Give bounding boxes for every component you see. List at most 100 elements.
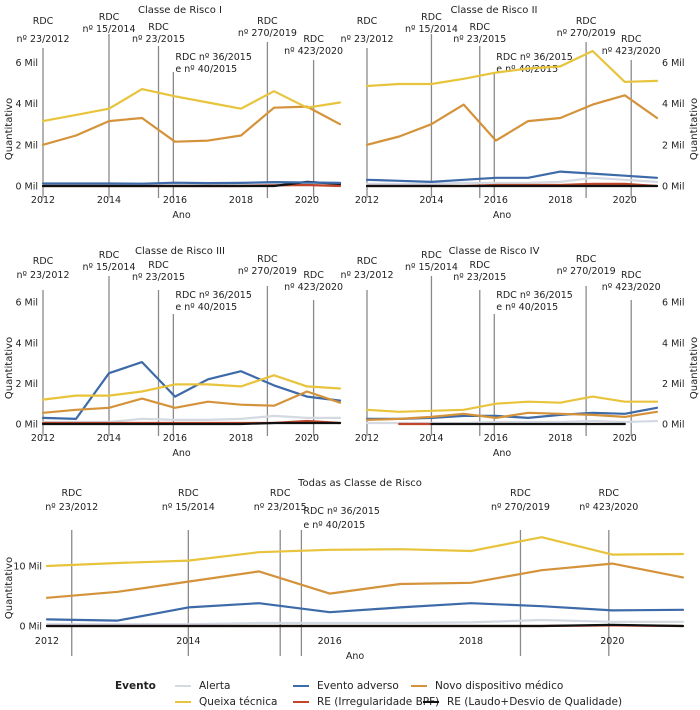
rdc-annotation-label: RDC	[469, 22, 490, 33]
rdc-annotation-label: RDC	[178, 488, 199, 499]
series-line-evento-adverso	[41, 361, 342, 420]
y-tick-label: 4 Mil	[662, 99, 685, 110]
rdc-annotation-label: RDC	[99, 12, 120, 23]
rdc-annotation-label: nº 270/2019	[557, 266, 616, 277]
rdc-annotation-label: RDC	[61, 488, 82, 499]
x-tick-label: 2020	[600, 636, 624, 647]
y-tick-label: 10 Mil	[13, 562, 42, 573]
legend-label: RE (Laudo+Desvio de Qualidade)	[447, 696, 623, 708]
rdc-annotation-label: RDC	[421, 250, 442, 261]
rdc-annotation-label: nº 423/2020	[602, 46, 661, 57]
y-tick-label: 2 Mil	[15, 379, 38, 390]
x-tick-label: 2016	[484, 195, 508, 206]
y-tick-label: 0 Mil	[15, 420, 38, 431]
rdc-annotation-label: RDC	[621, 270, 642, 281]
y-tick-label: 0 Mil	[15, 182, 38, 193]
y-tick-label: 2 Mil	[662, 379, 685, 390]
y-axis-title: Quantitativo	[4, 557, 15, 619]
chart-todas-as-classe-de-risco: Todas as Classe de Risco RDC nº 23/2012 RDC…	[4, 478, 685, 662]
legend-label: Novo dispositivo médico	[435, 680, 564, 692]
rdc-annotation-label: RDC	[469, 260, 490, 271]
y-tick-label: 0 Mil	[19, 622, 42, 633]
series-line-novo-dispositivo-medico	[41, 390, 342, 414]
y-axis-title: Quantitativo	[4, 337, 15, 399]
x-axis-title: Ano	[346, 651, 365, 662]
rdc-annotation-label: RDC nº 36/2015	[175, 52, 252, 63]
legend-item-re-bpf: RE (Irregularidade BPF)	[293, 696, 439, 708]
legend-label: Alerta	[199, 680, 231, 692]
rdc-annotation-label: RDC	[257, 254, 278, 265]
y-tick-label: 2 Mil	[15, 140, 38, 151]
series-line-evento-adverso	[45, 602, 685, 622]
x-tick-label: 2020	[295, 433, 319, 444]
y-tick-label: 2 Mil	[662, 140, 685, 151]
x-tick-label: 2020	[295, 195, 319, 206]
chart-title: Classe de Risco III	[135, 246, 225, 257]
rdc-annotation-label: nº 270/2019	[557, 28, 616, 39]
y-axis-title: Quantitativo	[689, 337, 700, 399]
x-tick-label: 2014	[419, 195, 443, 206]
rdc-annotation-label: RDC	[621, 34, 642, 45]
chart-title: Classe de Risco IV	[449, 246, 540, 257]
series-line-novo-dispositivo-medico	[365, 94, 659, 146]
rdc-annotation-label: e nº 40/2015	[175, 302, 237, 313]
chart-title: Classe de Risco I	[138, 5, 222, 16]
rdc-annotation-label: nº 23/2015	[453, 272, 506, 283]
x-tick-label: 2018	[229, 433, 253, 444]
rdc-annotation-label: RDC	[33, 256, 54, 267]
legend-label: RE (Irregularidade BPF)	[317, 696, 440, 708]
x-tick-label: 2014	[419, 433, 443, 444]
legend-swatch	[175, 700, 191, 704]
rdc-annotation-label: nº 270/2019	[238, 266, 297, 277]
series-line-novo-dispositivo-medico	[41, 105, 342, 146]
x-tick-label: 2012	[35, 636, 59, 647]
rdc-annotation-label: nº 423/2020	[284, 46, 343, 57]
legend-swatch	[175, 684, 191, 688]
rdc-annotation-label: nº 423/2020	[579, 502, 638, 513]
x-tick-label: 2012	[31, 433, 55, 444]
rdc-annotation-label: RDC	[148, 260, 169, 271]
x-tick-label: 2018	[548, 433, 572, 444]
rdc-annotation-label: RDC nº 36/2015	[496, 290, 573, 301]
series-line-alerta	[45, 618, 685, 626]
y-tick-label: 0 Mil	[662, 420, 685, 431]
series-line-queixa-tecnica	[45, 536, 685, 568]
rdc-annotation-label: nº 23/2015	[132, 34, 185, 45]
legend-item-evento-adverso: Evento adverso	[293, 680, 399, 692]
x-tick-label: 2020	[613, 195, 637, 206]
x-tick-label: 2016	[163, 195, 187, 206]
legend-item-re-laudo: RE (Laudo+Desvio de Qualidade)	[423, 696, 622, 708]
chart-title: Todas as Classe de Risco	[297, 478, 422, 489]
series-line-re-laudo-desvio-de-qualidade	[41, 421, 342, 426]
x-tick-label: 2012	[355, 195, 379, 206]
rdc-annotation-label: nº 15/2014	[405, 262, 458, 273]
x-tick-label: 2012	[31, 195, 55, 206]
series-line-re-laudo-desvio-de-qualidade	[45, 623, 685, 628]
legend-label: Queixa técnica	[199, 696, 278, 708]
y-tick-label: 4 Mil	[662, 338, 685, 349]
x-axis-title: Ano	[493, 448, 512, 459]
x-axis-title: Ano	[172, 448, 191, 459]
rdc-annotation-label: nº 15/2014	[83, 262, 136, 273]
legend-item-novo-dispositivo: Novo dispositivo médico	[411, 680, 563, 692]
rdc-annotation-label: RDC	[576, 16, 597, 27]
y-tick-label: 6 Mil	[15, 298, 38, 309]
legend-label: Evento adverso	[317, 680, 399, 692]
x-axis-title: Ano	[172, 210, 191, 221]
rdc-annotation-label: nº 270/2019	[238, 28, 297, 39]
legend-item-alerta: Alerta	[175, 680, 230, 692]
series-line-alerta	[365, 419, 659, 425]
rdc-annotation-label: RDC	[303, 270, 324, 281]
series-line-queixa-tecnica	[365, 49, 659, 88]
legend-swatch	[293, 684, 309, 688]
rdc-annotation-label: nº 23/2012	[341, 34, 394, 45]
chart-title: Classe de Risco II	[451, 5, 538, 16]
rdc-annotation-label: nº 423/2020	[602, 282, 661, 293]
x-tick-label: 2014	[97, 433, 121, 444]
legend-title: Evento	[115, 680, 156, 692]
rdc-annotation-label: RDC	[99, 250, 120, 261]
y-tick-label: 4 Mil	[15, 99, 38, 110]
